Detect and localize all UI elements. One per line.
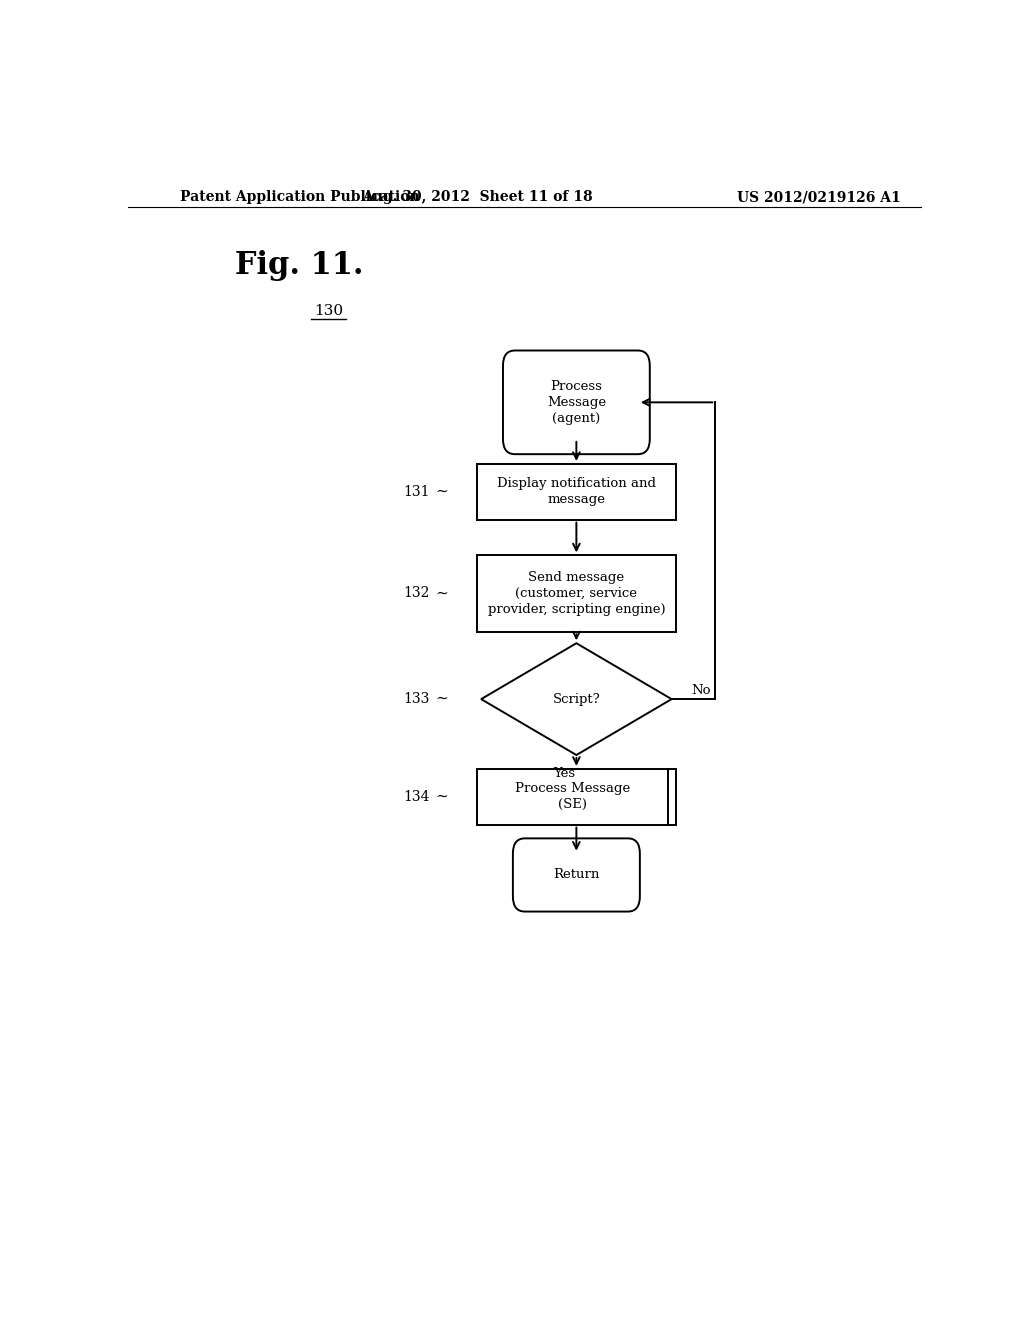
Text: Display notification and
message: Display notification and message [497, 478, 656, 507]
Text: Return: Return [553, 869, 600, 882]
FancyBboxPatch shape [513, 838, 640, 912]
Text: ∼: ∼ [435, 586, 447, 601]
Text: No: No [691, 685, 711, 697]
Text: ∼: ∼ [435, 484, 447, 499]
Polygon shape [481, 643, 672, 755]
Text: 134: 134 [403, 789, 430, 804]
Text: Send message
(customer, service
provider, scripting engine): Send message (customer, service provider… [487, 572, 666, 616]
Bar [477, 463, 676, 520]
Text: US 2012/0219126 A1: US 2012/0219126 A1 [736, 190, 900, 205]
Text: Yes: Yes [553, 767, 575, 780]
Text: Script?: Script? [553, 693, 600, 706]
Text: 132: 132 [403, 586, 430, 601]
Text: Process Message
(SE): Process Message (SE) [515, 783, 630, 812]
Text: ∼: ∼ [435, 692, 447, 706]
Text: Patent Application Publication: Patent Application Publication [179, 190, 419, 205]
Text: 131: 131 [403, 484, 430, 499]
Text: Aug. 30, 2012  Sheet 11 of 18: Aug. 30, 2012 Sheet 11 of 18 [361, 190, 593, 205]
Bar [477, 556, 676, 631]
Text: 133: 133 [403, 692, 430, 706]
Text: ∼: ∼ [435, 789, 447, 804]
FancyBboxPatch shape [503, 351, 650, 454]
Text: Fig. 11.: Fig. 11. [236, 249, 364, 281]
Bar [477, 768, 676, 825]
Text: Process
Message
(agent): Process Message (agent) [547, 380, 606, 425]
Text: 130: 130 [314, 304, 343, 318]
